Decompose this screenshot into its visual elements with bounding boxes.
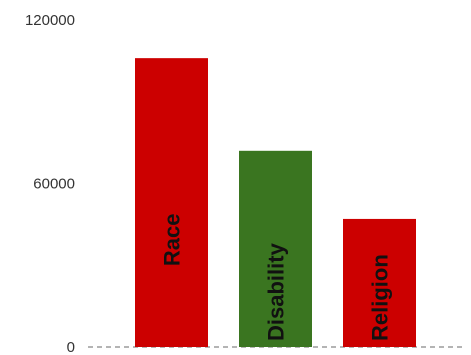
bars: Race Disability Religion (135, 58, 416, 348)
y-tick-label: 120000 (25, 12, 75, 29)
bar-disability (239, 150, 312, 347)
y-tick-label: 0 (67, 339, 75, 355)
bar-label-race: Race (160, 214, 185, 267)
y-axis-ticks: 0 60000 120000 (25, 12, 75, 355)
bar-religion (343, 218, 416, 347)
bar-label-religion: Religion (368, 254, 393, 341)
bar-label-disability: Disability (264, 242, 289, 341)
bar-race (135, 58, 208, 348)
y-tick-label: 60000 (33, 176, 75, 193)
